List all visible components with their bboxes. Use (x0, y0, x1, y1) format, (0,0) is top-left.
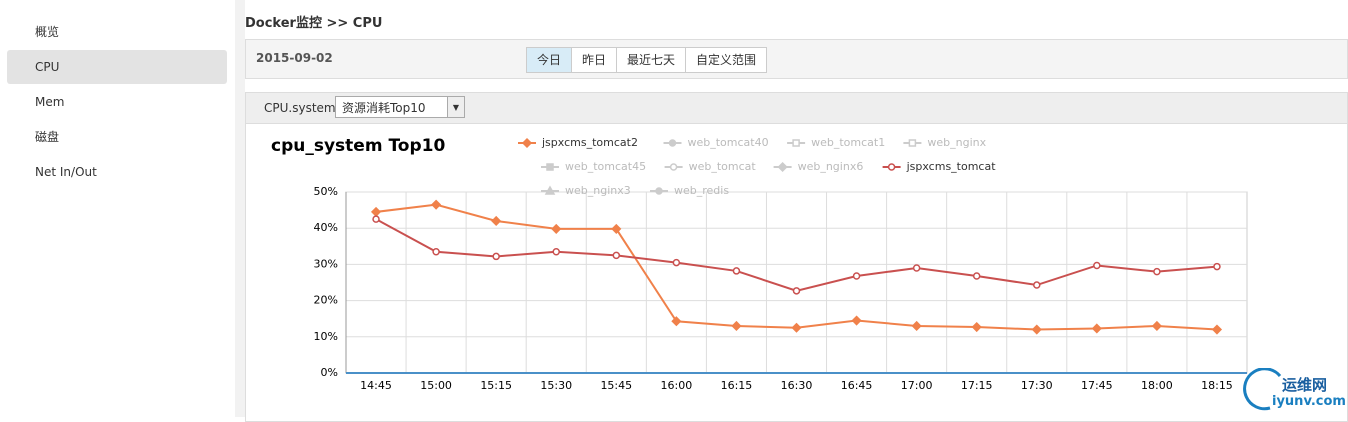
nav-item[interactable]: 磁盘 (35, 130, 60, 144)
x-tick-label: 16:45 (841, 379, 873, 392)
data-point (612, 251, 621, 260)
chart-title: cpu_system Top10 (271, 136, 445, 156)
legend-label[interactable]: web_tomcat1 (811, 136, 885, 149)
data-point (1153, 267, 1161, 276)
data-point (731, 320, 742, 332)
data-point (552, 247, 560, 256)
data-point (792, 287, 801, 295)
data-point (432, 247, 440, 256)
plot-area (345, 191, 1248, 374)
select-value: 资源消耗Top10 (342, 101, 426, 115)
data-point (1093, 261, 1101, 270)
legend-label[interactable]: web_redis (674, 184, 729, 197)
data-point (431, 199, 442, 210)
data-point (1031, 324, 1042, 335)
legend-marker (544, 185, 556, 195)
x-tick-label: 18:00 (1141, 379, 1173, 392)
legend-label[interactable]: web_nginx (927, 136, 986, 149)
watermark-name: 运维网 (1282, 376, 1328, 394)
legend-marker (669, 163, 678, 171)
range-button[interactable]: 昨日 (571, 47, 618, 73)
select[interactable]: 资源消耗Top10 ▼ (335, 96, 465, 118)
data-point (851, 315, 862, 326)
legend-label[interactable]: web_tomcat40 (688, 136, 769, 149)
legend-label[interactable]: web_tomcat (689, 160, 757, 173)
watermark-url: iyunv.com (1272, 394, 1346, 409)
legend-label[interactable]: jspxcms_tomcat2 (541, 136, 638, 149)
data-point (1213, 262, 1221, 271)
data-point (732, 267, 741, 275)
x-tick-label: 15:00 (420, 379, 452, 392)
nav-item[interactable]: CPU (7, 50, 227, 84)
y-tick-label: 0% (321, 366, 338, 379)
legend-label[interactable]: web_tomcat45 (565, 160, 646, 173)
x-tick-label: 16:15 (721, 379, 753, 392)
x-tick-label: 16:30 (781, 379, 813, 392)
range-button[interactable]: 今日 (526, 47, 573, 73)
x-tick-label: 15:30 (540, 379, 572, 392)
button-group: 今日 昨日 最近七天 自定义范围 (526, 47, 768, 73)
data-point (372, 215, 380, 223)
panel-header: CPU.system 资源消耗Top10 ▼ (246, 93, 1347, 124)
legend-marker (908, 139, 917, 147)
watermark: 运维网 iyunv.com (1240, 368, 1348, 417)
x-tick-label: 17:30 (1021, 379, 1053, 392)
data-point (671, 316, 682, 327)
data-point (551, 223, 562, 234)
toolbar: 2015-09-02 今日 昨日 最近七天 自定义范围 (245, 39, 1348, 79)
watermark-logo (1243, 368, 1282, 411)
data-point (492, 252, 500, 261)
data-point (672, 258, 681, 267)
legend-marker (777, 161, 788, 173)
data-point (1151, 320, 1162, 332)
data-point (971, 321, 982, 333)
data-point (911, 320, 922, 332)
nav-item[interactable]: Mem (35, 95, 65, 109)
legend-marker (546, 163, 554, 171)
range-button[interactable]: 自定义范围 (685, 47, 768, 73)
x-tick-label: 17:45 (1081, 379, 1113, 392)
legend-marker (887, 163, 896, 171)
legend-label[interactable]: web_nginx3 (565, 184, 631, 197)
breadcrumb: Docker监控 >> CPU (245, 16, 383, 31)
x-tick-label: 15:15 (480, 379, 512, 392)
x-tick-label: 15:45 (600, 379, 632, 392)
legend-marker (668, 139, 677, 147)
y-tick-label: 20% (314, 294, 338, 307)
data-point (1211, 324, 1223, 335)
x-tick-label: 18:15 (1201, 379, 1233, 392)
y-tick-label: 10% (314, 330, 338, 343)
y-tick-label: 50% (314, 185, 338, 198)
data-point (912, 264, 921, 272)
sidebar: 概览 CPU Mem 磁盘 Net In/Out (0, 0, 235, 417)
x-tick-label: 17:15 (961, 379, 993, 392)
data-point (852, 272, 861, 280)
data-point (1091, 323, 1102, 334)
data-point (611, 223, 622, 234)
legend-marker (521, 137, 533, 149)
data-point (1033, 281, 1041, 289)
legend-marker (792, 139, 800, 147)
legend-marker (655, 187, 663, 195)
x-tick-label: 14:45 (360, 379, 392, 392)
y-tick-label: 30% (314, 257, 338, 270)
legend-label[interactable]: web_nginx6 (798, 160, 864, 173)
legend-label[interactable]: jspxcms_tomcat (906, 160, 997, 173)
data-point (491, 215, 502, 227)
filter-label: CPU.system (264, 101, 336, 115)
nav-item[interactable]: Net In/Out (35, 165, 97, 179)
date: 2015-09-02 (256, 51, 333, 65)
y-tick-label: 40% (314, 221, 338, 234)
x-tick-label: 17:00 (901, 379, 933, 392)
select-arrow[interactable]: ▼ (447, 97, 464, 117)
divider (235, 0, 245, 417)
x-tick-label: 16:00 (661, 379, 693, 392)
nav-item[interactable]: 概览 (35, 25, 60, 39)
data-point (791, 322, 802, 333)
data-point (972, 272, 981, 280)
